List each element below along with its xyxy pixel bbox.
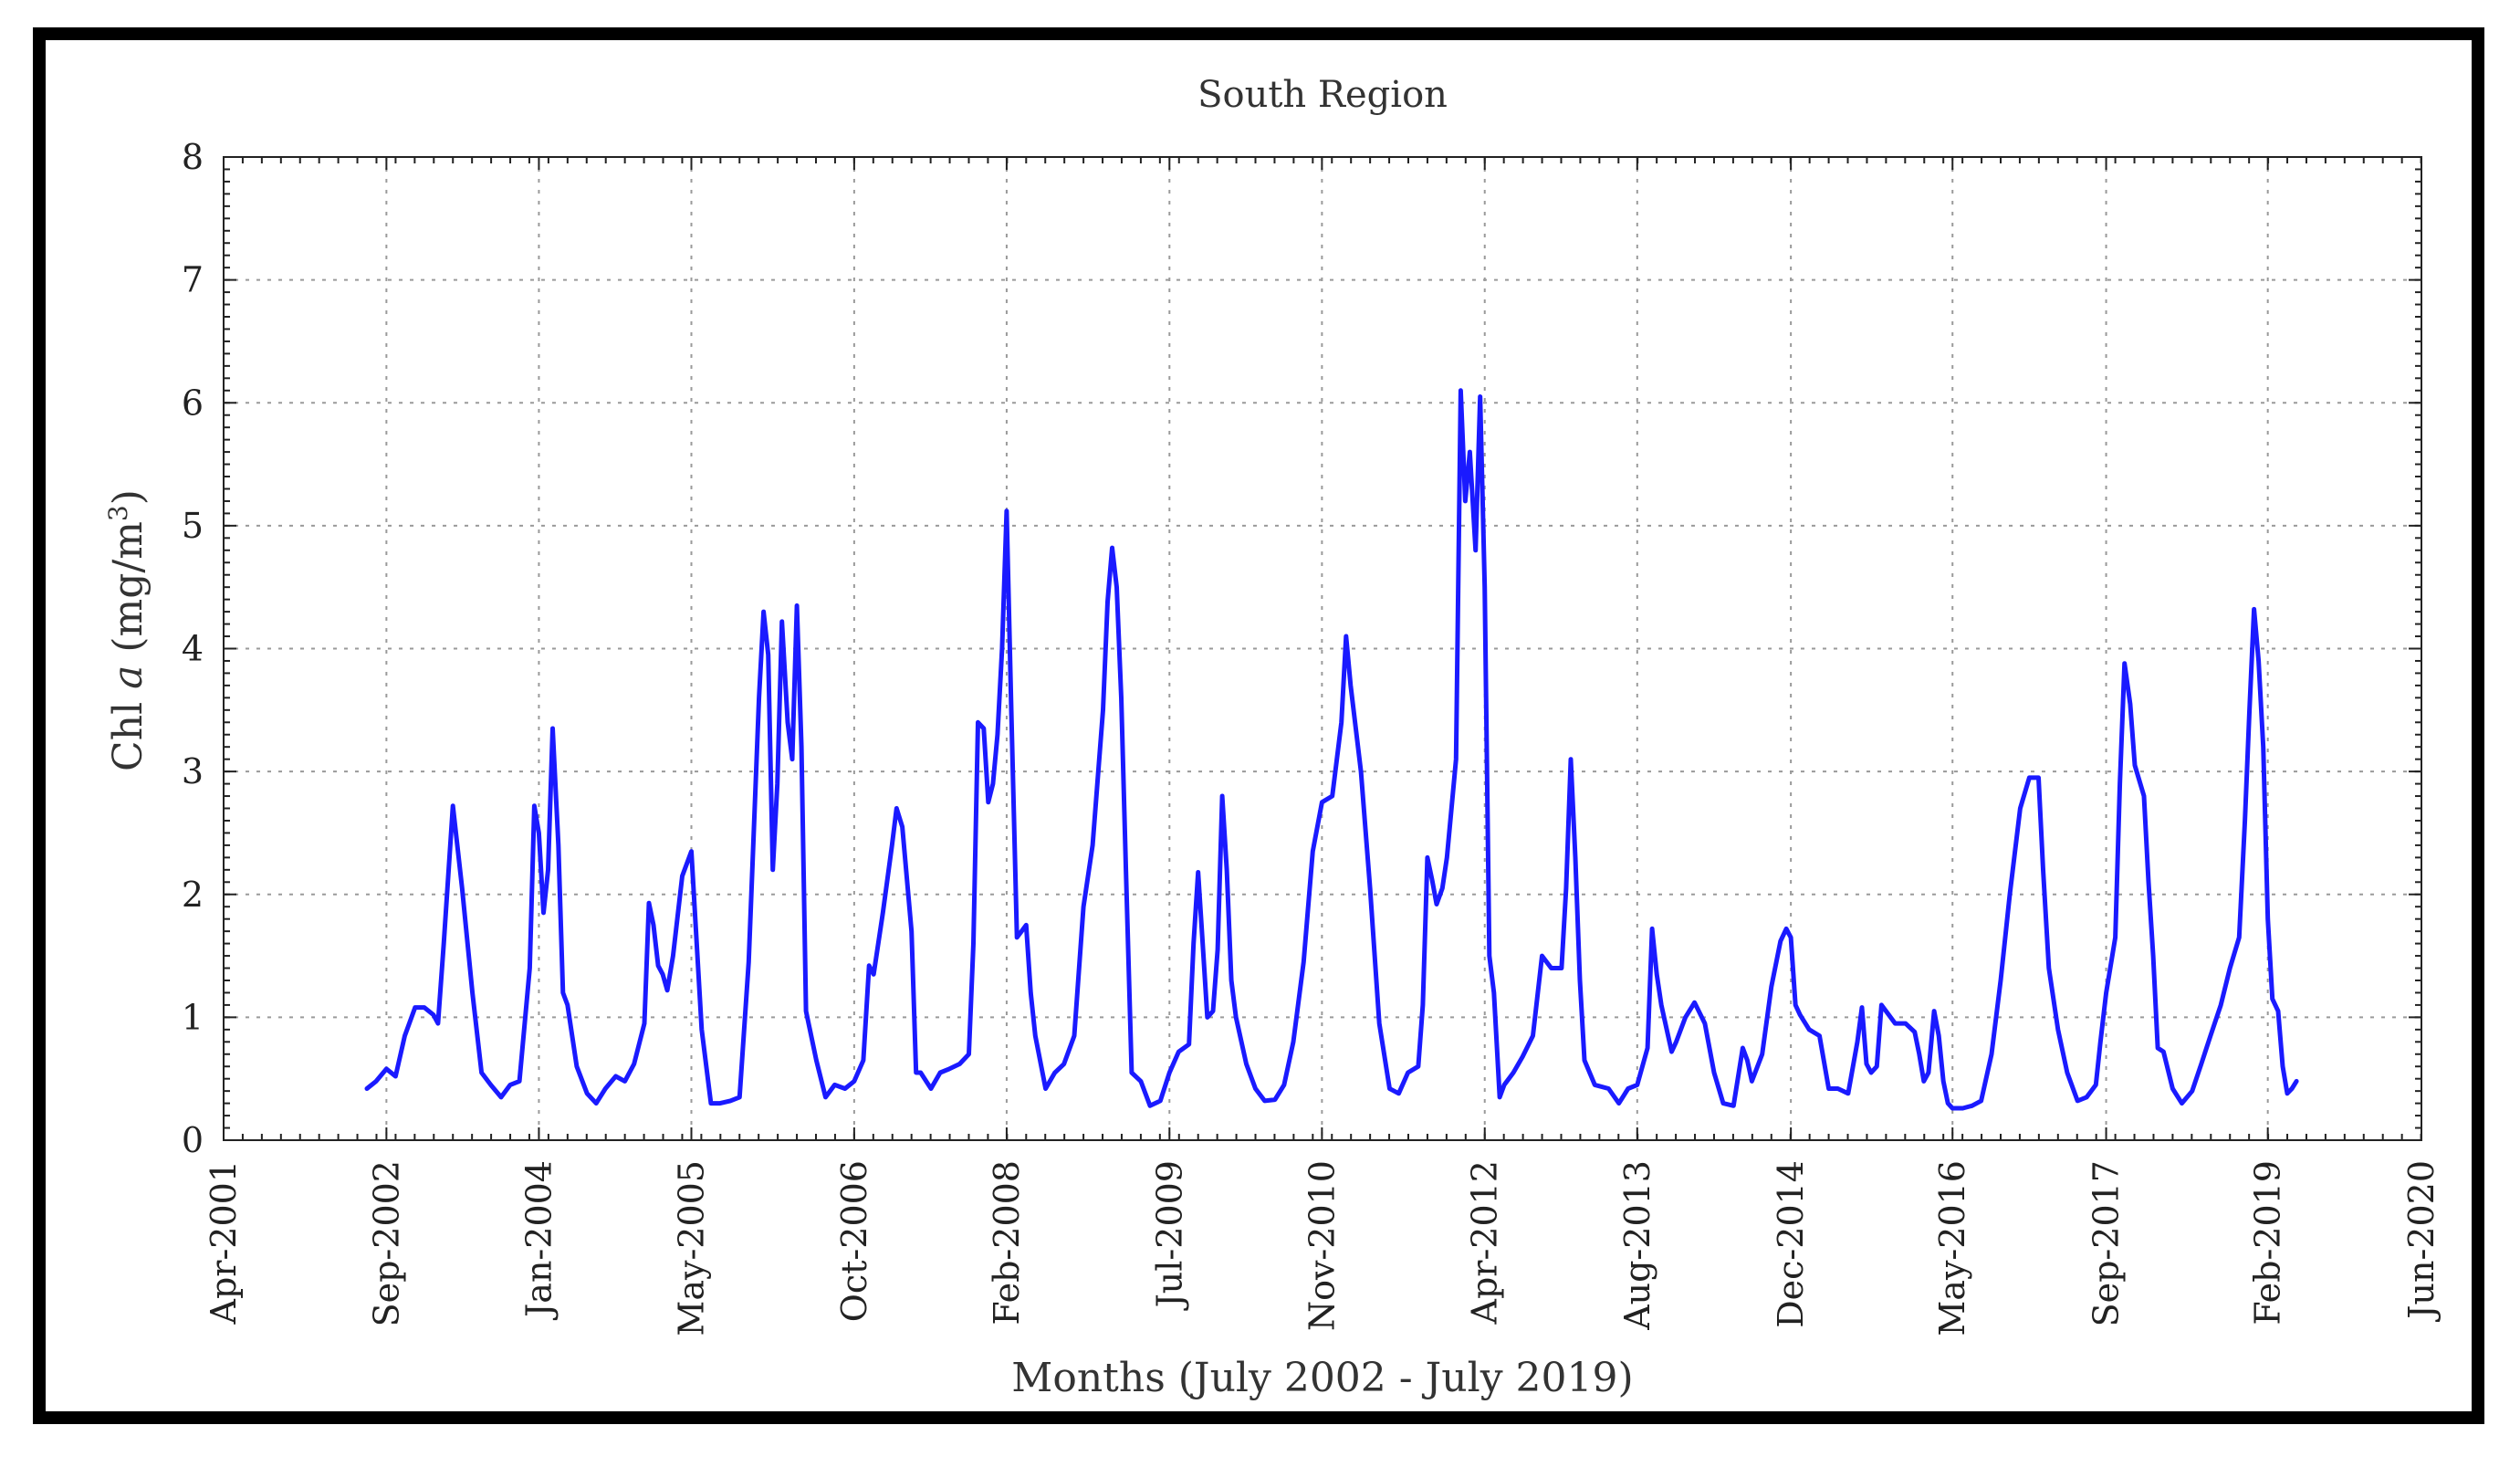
y-tick-label: 1: [182, 997, 204, 1037]
x-tick-label: Sep-2017: [2086, 1160, 2127, 1326]
x-tick-label: May-2016: [1932, 1160, 1972, 1336]
chart: 0 1 2 3 4 5 6 7 8 Apr-2001 Sep-2002 Jan-2004 May-200…: [103, 74, 2442, 1401]
x-axis-label: Months (July 2002 - July 2019): [1011, 1355, 1633, 1401]
y-tick-label: 6: [182, 382, 204, 423]
y-axis-label-italic: a: [105, 665, 152, 689]
chart-frame: 0 1 2 3 4 5 6 7 8 Apr-2001 Sep-2002 Jan-2004 May-200…: [33, 27, 2484, 1424]
y-axis-label-sup: 3: [103, 505, 133, 521]
y-tick-label: 8: [182, 137, 204, 177]
x-tick-label: Apr-2001: [204, 1160, 244, 1325]
x-tick-label: Feb-2019: [2248, 1160, 2288, 1326]
x-tick-label: Jan-2004: [518, 1160, 559, 1321]
x-tick-label: Aug-2013: [1617, 1160, 1657, 1331]
y-axis-label-close: ): [105, 489, 152, 505]
y-axis-label: Chl a (mg/m3): [103, 489, 152, 771]
x-tick-label: Apr-2012: [1465, 1160, 1505, 1325]
y-tick-label: 5: [182, 506, 204, 546]
y-tick-label: 4: [182, 629, 204, 669]
x-tick-label: Feb-2008: [987, 1160, 1027, 1326]
x-tick-label: Jun-2020: [2401, 1160, 2442, 1323]
chl-a-series-line: [364, 388, 2299, 1111]
y-tick-label: 7: [182, 260, 204, 300]
x-tick-label: Jul-2009: [1149, 1160, 1189, 1311]
x-tick-label: Oct-2006: [834, 1160, 874, 1322]
x-tick-label: May-2005: [672, 1160, 712, 1336]
x-tick-label: Sep-2002: [366, 1160, 406, 1326]
y-tick-label: 0: [182, 1120, 204, 1160]
y-axis-label-unit: (mg/m: [105, 521, 152, 665]
x-tick-label: Nov-2010: [1302, 1160, 1342, 1331]
tick-layer: [223, 156, 2422, 1141]
y-axis-label-main: Chl: [105, 689, 152, 771]
y-tick-label: 3: [182, 751, 204, 791]
chart-title: South Region: [1197, 74, 1448, 116]
tick-label-layer: 0 1 2 3 4 5 6 7 8 Apr-2001 Sep-2002 Jan-2004 May-200…: [182, 137, 2442, 1336]
x-tick-label: Dec-2014: [1771, 1160, 1811, 1328]
y-tick-label: 2: [182, 875, 204, 915]
grid-layer: [224, 157, 2421, 1140]
